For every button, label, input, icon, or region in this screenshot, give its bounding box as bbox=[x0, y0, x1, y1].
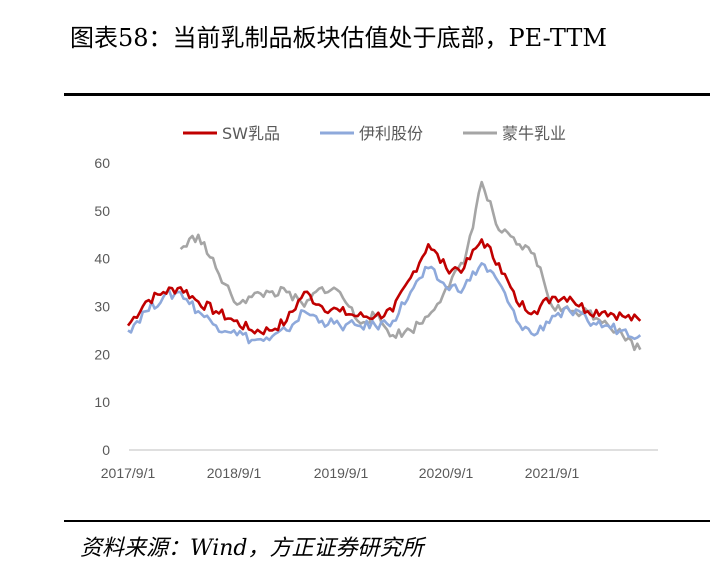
legend-label: 蒙牛乳业 bbox=[502, 124, 566, 143]
y-tick-label: 50 bbox=[94, 203, 110, 219]
source-note: 资料来源：Wind，方正证券研究所 bbox=[80, 536, 424, 561]
y-tick-label: 60 bbox=[94, 155, 110, 171]
y-tick-label: 10 bbox=[94, 394, 110, 410]
x-tick-label: 2021/9/1 bbox=[525, 465, 580, 481]
legend: SW乳品 伊利股份 蒙牛乳业 bbox=[183, 124, 566, 143]
legend-label: SW乳品 bbox=[222, 124, 280, 143]
y-tick-label: 0 bbox=[102, 442, 110, 458]
top-rule bbox=[64, 93, 710, 96]
x-tick-label: 2018/9/1 bbox=[207, 465, 262, 481]
series-line-2 bbox=[127, 262, 642, 345]
x-tick-label: 2019/9/1 bbox=[314, 465, 369, 481]
series-line-1 bbox=[126, 238, 642, 336]
y-tick-label: 30 bbox=[94, 299, 110, 315]
bottom-rule bbox=[64, 520, 710, 522]
y-axis: 0 10 20 30 40 50 60 bbox=[94, 155, 110, 458]
chart-title: 图表58：当前乳制品板块估值处于底部，PE-TTM bbox=[70, 24, 607, 52]
y-tick-label: 40 bbox=[94, 251, 110, 267]
y-tick-label: 20 bbox=[94, 346, 110, 362]
x-tick-label: 2017/9/1 bbox=[101, 465, 156, 481]
legend-label: 伊利股份 bbox=[359, 124, 423, 143]
x-axis: 2017/9/1 2018/9/1 2019/9/1 2020/9/1 2021/9/1 bbox=[101, 465, 580, 481]
series-line-3 bbox=[179, 180, 642, 352]
x-tick-label: 2020/9/1 bbox=[419, 465, 474, 481]
series-lines bbox=[126, 180, 642, 352]
